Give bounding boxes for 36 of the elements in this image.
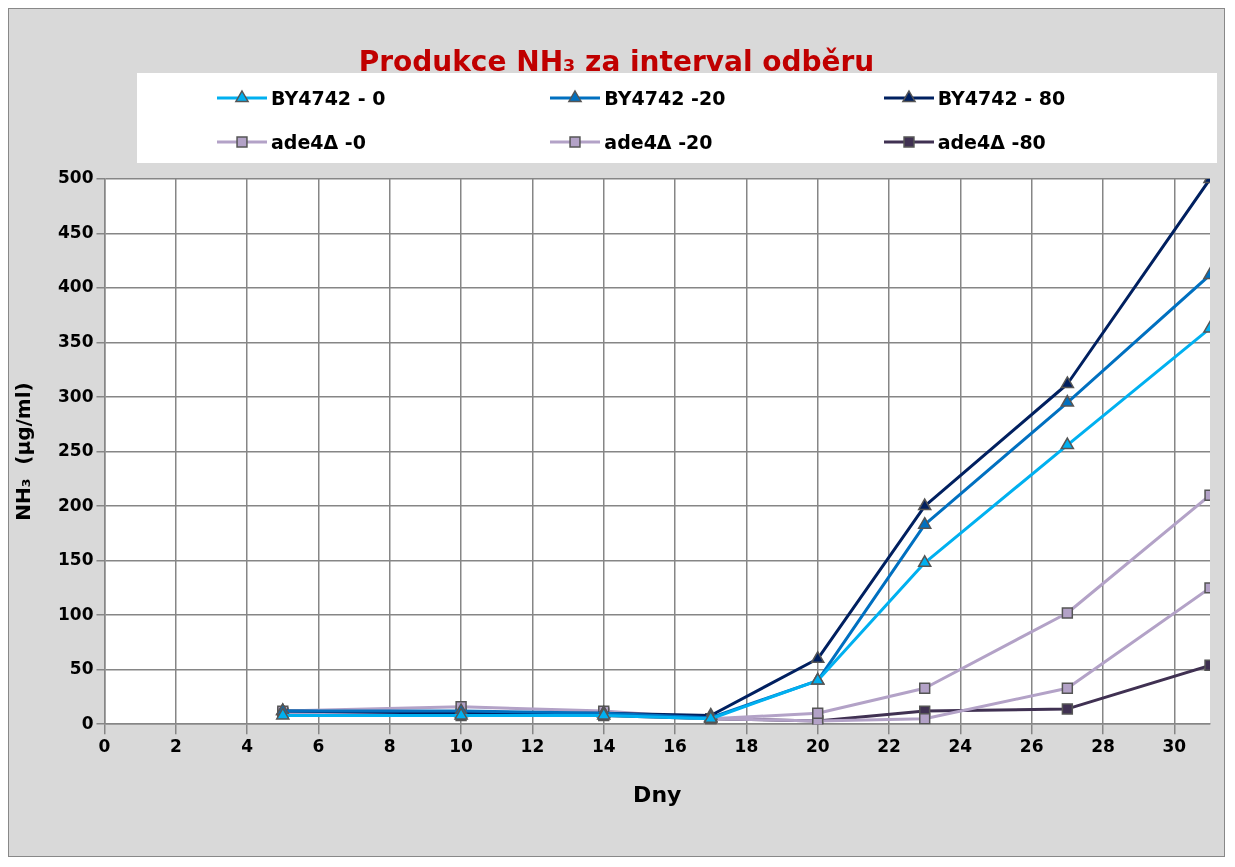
legend-label: ade4Δ -80 bbox=[937, 131, 1046, 153]
x-tick-label: 26 bbox=[1019, 735, 1044, 756]
y-tick-label: 500 bbox=[57, 167, 94, 188]
x-tick-label: 16 bbox=[663, 735, 687, 756]
y-tick-label: 450 bbox=[57, 221, 94, 242]
x-tick-label: 8 bbox=[383, 735, 396, 756]
y-tick-label: 250 bbox=[57, 440, 94, 461]
x-tick-label: 10 bbox=[449, 735, 474, 756]
x-tick-label: 20 bbox=[805, 735, 830, 756]
legend-label: ade4Δ -0 bbox=[271, 131, 366, 153]
x-tick-label: 28 bbox=[1091, 735, 1115, 756]
x-tick-label: 4 bbox=[241, 735, 254, 756]
x-tick-label: 24 bbox=[948, 735, 973, 756]
x-tick-label: 6 bbox=[312, 735, 325, 756]
y-axis-title: NH₃ (µg/ml) bbox=[11, 382, 36, 521]
x-tick-label: 18 bbox=[734, 735, 759, 756]
y-tick-label: 0 bbox=[81, 712, 94, 733]
legend-label: BY4742 - 80 bbox=[937, 87, 1066, 109]
x-tick-label: 2 bbox=[169, 735, 182, 756]
y-tick-label: 400 bbox=[57, 276, 94, 297]
y-tick-label: 100 bbox=[57, 603, 94, 624]
legend-label: BY4742 - 0 bbox=[271, 87, 386, 109]
chart-title: Produkce NH₃ za interval odběru bbox=[357, 44, 876, 78]
y-tick-label: 200 bbox=[57, 494, 94, 515]
legend-label: BY4742 -20 bbox=[604, 87, 726, 109]
x-tick-label: 12 bbox=[520, 735, 545, 756]
y-tick-label: 350 bbox=[57, 330, 94, 351]
x-tick-label: 30 bbox=[1162, 735, 1187, 756]
x-tick-label: 14 bbox=[591, 735, 616, 756]
y-tick-label: 300 bbox=[57, 385, 94, 406]
x-axis-title: Dny bbox=[633, 781, 682, 807]
x-tick-label: 22 bbox=[877, 735, 901, 756]
y-tick-label: 50 bbox=[69, 658, 94, 679]
x-tick-label: 0 bbox=[98, 735, 111, 756]
y-tick-label: 150 bbox=[57, 549, 94, 570]
legend-label: ade4Δ -20 bbox=[604, 131, 713, 153]
